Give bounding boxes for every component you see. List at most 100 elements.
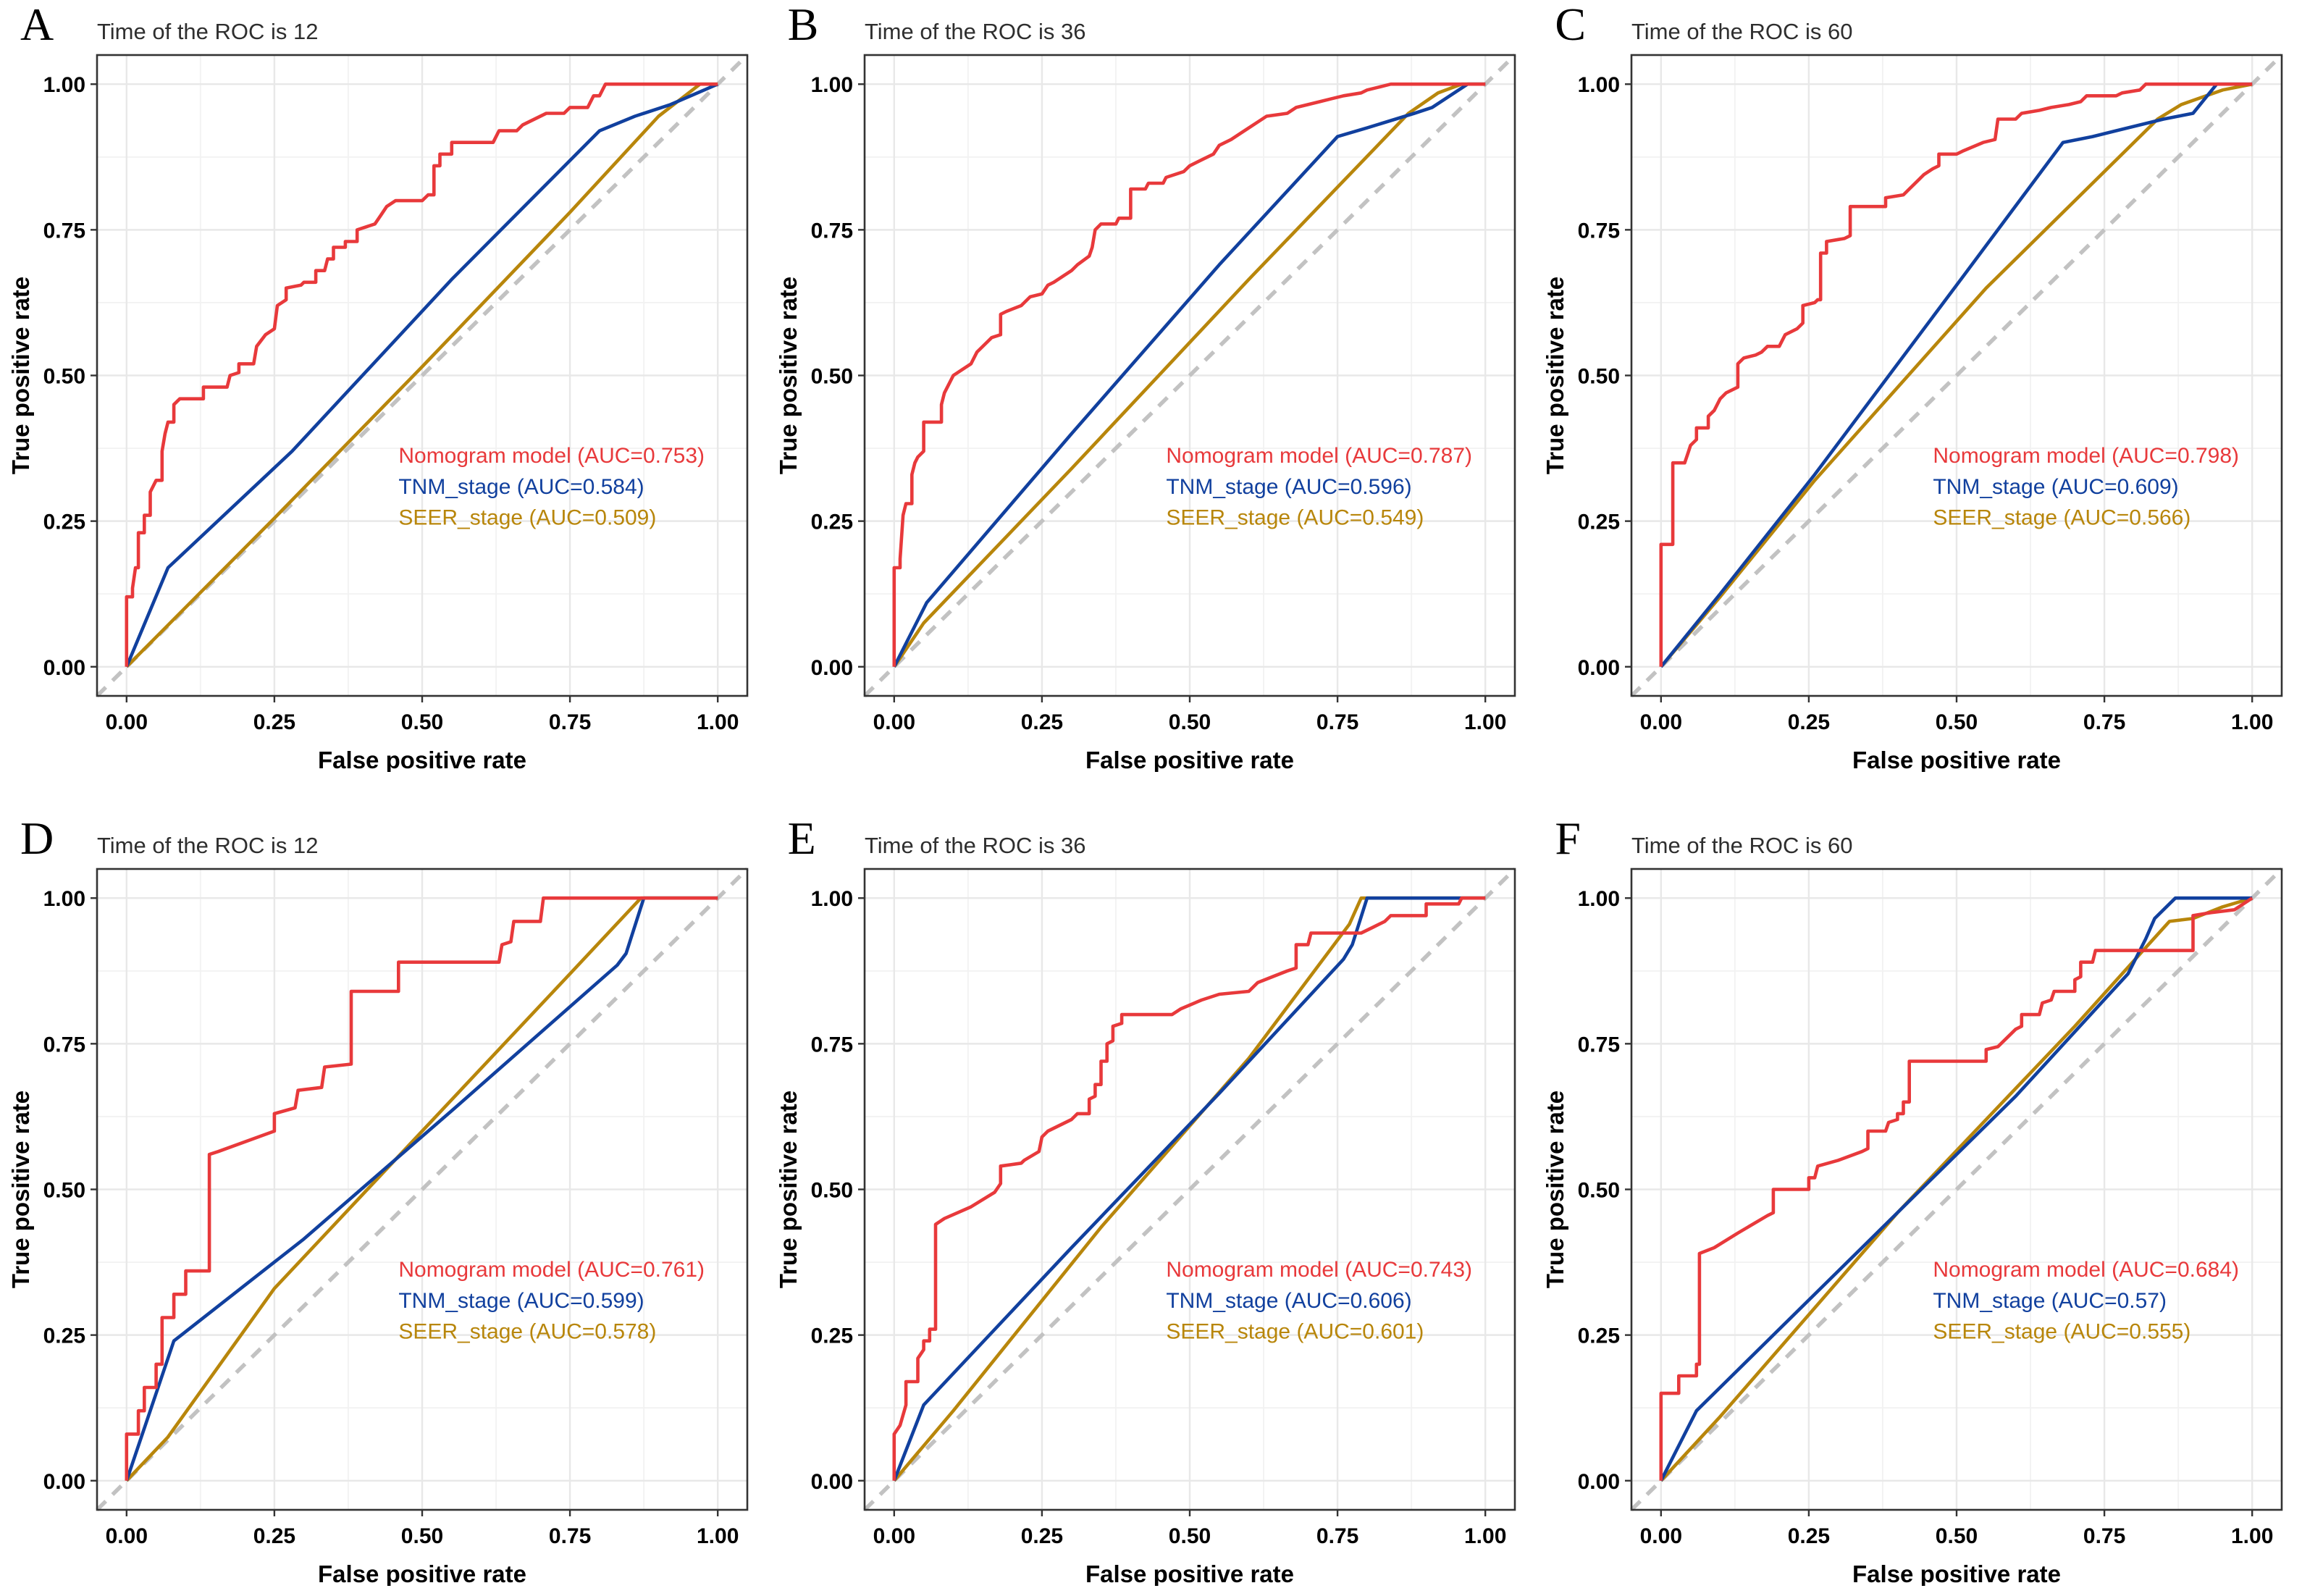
x-tick-label: 1.00 [697,710,739,734]
y-tick-label: 0.00 [810,1470,852,1494]
y-tick-label: 0.50 [43,1179,85,1203]
roc-curve-tnm-stage [892,82,1485,668]
y-tick-label: 1.00 [810,73,852,97]
legend-entry-seer-stage: SEER_stage (AUC=0.566) [1933,505,2191,529]
y-tick-label: 0.75 [810,219,852,243]
y-tick-label: 0.75 [810,1033,852,1057]
roc-curve-nomogram-model [1659,82,2253,667]
y-tick-label: 0.25 [43,511,85,534]
legend-entry-seer-stage: SEER_stage (AUC=0.578) [398,1319,656,1343]
legend-entry-nomogram-model: Nomogram model (AUC=0.743) [1166,1258,1472,1282]
legend-entry-nomogram-model: Nomogram model (AUC=0.753) [398,444,705,468]
y-axis-title: True positive rate [1542,1091,1568,1288]
y-tick-label: 0.00 [1578,1470,1620,1494]
x-tick-label: 1.00 [697,1524,739,1548]
legend-entry-nomogram-model: Nomogram model (AUC=0.787) [1166,444,1472,468]
y-tick-label: 1.00 [1578,887,1620,911]
x-tick-label: 0.50 [1168,710,1210,734]
x-axis-title: False positive rate [1085,1561,1294,1586]
x-tick-label: 0.50 [1168,1524,1210,1548]
panel-D: D 0.00 0.00 0.25 0.25 0.50 0.50 0.75 0.75 1.00 1.… [0,782,768,1596]
y-axis-title: True positive rate [775,1091,802,1288]
x-tick-label: 1.00 [1464,1524,1506,1548]
x-tick-label: 0.25 [253,710,295,734]
x-tick-label: 0.25 [1020,710,1062,734]
x-tick-label: 0.25 [1788,710,1830,734]
y-axis-title: True positive rate [775,277,802,474]
roc-curve-tnm-stage [125,896,718,1482]
panel-letter-D: D [20,812,54,864]
y-tick-label: 0.50 [1578,365,1620,389]
legend-entry-seer-stage: SEER_stage (AUC=0.509) [398,505,656,529]
panel-letter-C: C [1555,0,1586,50]
roc-curve-tnm-stage [125,83,719,668]
y-tick-label: 0.25 [810,1324,852,1348]
roc-plot-C: 0.00 0.00 0.25 0.25 0.50 0.50 0.75 0.75 1.00 1.00… [1542,19,2284,772]
panel-letter-A: A [20,0,54,50]
y-tick-label: 0.00 [43,1470,85,1494]
panel-B: B 0.00 0.00 0.25 0.25 0.50 0.50 0.75 0.75 1.00 1.… [768,0,1535,782]
legend-entry-tnm-stage: TNM_stage (AUC=0.609) [1933,475,2179,499]
roc-curve-tnm-stage [892,896,1485,1482]
y-tick-label: 0.50 [810,365,852,389]
panel-C: C 0.00 0.00 0.25 0.25 0.50 0.50 0.75 0.75 1.00 1.… [1534,0,2302,782]
legend-entry-tnm-stage: TNM_stage (AUC=0.606) [1166,1289,1411,1313]
x-tick-label: 0.50 [401,1524,443,1548]
y-tick-label: 1.00 [43,887,85,911]
y-tick-label: 0.50 [43,365,85,389]
chance-diagonal-line [862,54,1516,697]
chance-diagonal-line [96,868,749,1511]
x-tick-label: 0.75 [2083,710,2125,734]
x-tick-label: 0.75 [1316,1524,1358,1548]
panel-letter-F: F [1555,812,1581,864]
panel-title: Time of the ROC is 36 [865,19,1086,44]
y-axis-title: True positive rate [7,1091,34,1288]
y-tick-label: 1.00 [810,887,852,911]
legend-entry-nomogram-model: Nomogram model (AUC=0.684) [1933,1258,2240,1282]
panel-E: E 0.00 0.00 0.25 0.25 0.50 0.50 0.75 0.75 1.00 1.… [768,782,1535,1596]
roc-curve-nomogram-model [1659,896,2253,1481]
panel-title: Time of the ROC is 36 [865,833,1086,858]
legend-entry-tnm-stage: TNM_stage (AUC=0.596) [1166,475,1411,499]
x-tick-label: 0.00 [1640,1524,1682,1548]
x-axis-title: False positive rate [1852,747,2061,772]
y-tick-label: 0.00 [43,656,85,680]
y-tick-label: 0.00 [1578,656,1620,680]
panel-title: Time of the ROC is 60 [1631,19,1853,44]
y-tick-label: 0.00 [810,656,852,680]
x-tick-label: 0.75 [549,710,591,734]
panel-F: F 0.00 0.00 0.25 0.25 0.50 0.50 0.75 0.75 1.00 1.… [1534,782,2302,1596]
panel-title: Time of the ROC is 12 [97,19,319,44]
x-tick-label: 0.00 [106,1524,148,1548]
x-axis-title: False positive rate [1085,747,1294,772]
y-axis-title: True positive rate [7,277,34,474]
x-tick-label: 1.00 [2231,710,2273,734]
x-axis-title: False positive rate [318,747,526,772]
panel-title: Time of the ROC is 60 [1631,833,1853,858]
chance-diagonal-line [1630,54,2284,697]
roc-plot-B: 0.00 0.00 0.25 0.25 0.50 0.50 0.75 0.75 1.00 1.00… [775,19,1516,772]
roc-curve-nomogram-model [125,82,718,667]
panel-title: Time of the ROC is 12 [97,833,319,858]
x-tick-label: 1.00 [1464,710,1506,734]
y-tick-label: 0.75 [1578,1033,1620,1057]
roc-curve-nomogram-model [125,896,718,1481]
y-tick-label: 0.25 [1578,511,1620,534]
roc-curve-seer-stage [892,896,1485,1482]
y-tick-label: 0.25 [1578,1324,1620,1348]
roc-plot-F: 0.00 0.00 0.25 0.25 0.50 0.50 0.75 0.75 1.00 1.00… [1542,833,2284,1586]
roc-curve-nomogram-model [892,82,1485,667]
y-tick-label: 0.25 [810,511,852,534]
x-tick-label: 0.75 [2083,1524,2125,1548]
panel-letter-E: E [787,812,816,864]
x-tick-label: 0.00 [873,1524,915,1548]
x-tick-label: 1.00 [2231,1524,2273,1548]
legend-entry-seer-stage: SEER_stage (AUC=0.549) [1166,505,1424,529]
legend-entry-nomogram-model: Nomogram model (AUC=0.761) [398,1258,705,1282]
legend-entry-tnm-stage: TNM_stage (AUC=0.57) [1933,1289,2167,1313]
roc-curve-nomogram-model [892,896,1485,1481]
chance-diagonal-line [862,868,1516,1511]
x-tick-label: 0.50 [401,710,443,734]
panel-A: A 0.00 0.00 0.25 0.25 0.50 0.50 0.75 0.75 1.00 1.… [0,0,768,782]
